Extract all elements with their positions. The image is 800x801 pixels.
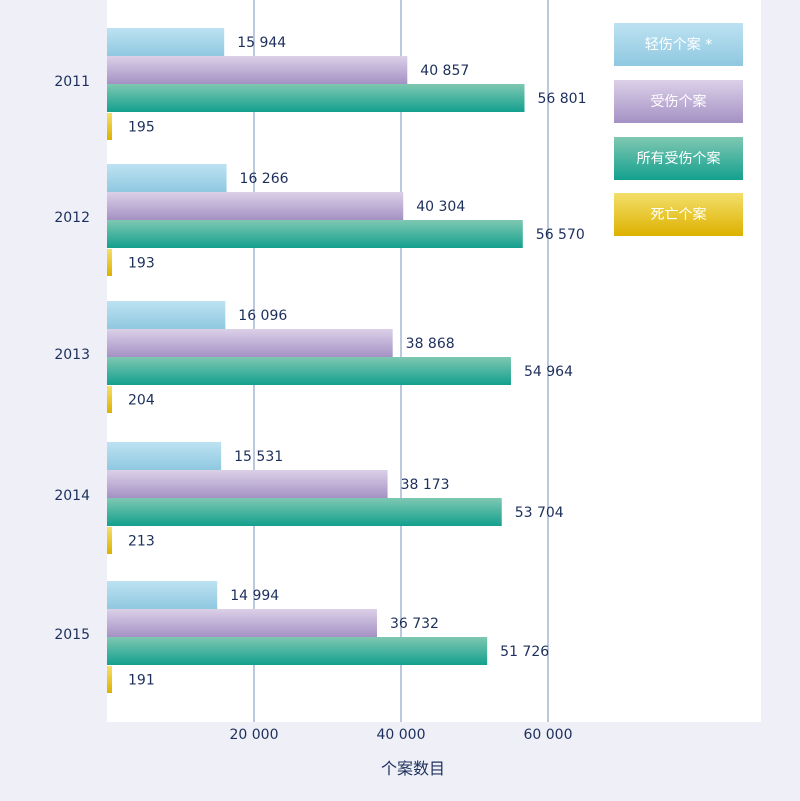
category-labels: 2011 2012 2013 2014 2015 <box>54 74 90 643</box>
all-injured-bar <box>107 84 525 112</box>
data-label: 204 <box>128 393 155 409</box>
x-axis-title: 个案数目 <box>381 759 445 778</box>
category-label: 2012 <box>54 210 90 226</box>
value-labels: 15 944 40 857 56 801 195 16 266 40 304 56 570 1… <box>128 35 586 689</box>
category-label: 2014 <box>54 488 90 504</box>
legend-label: 所有受伤个案 <box>637 150 721 167</box>
category-label: 2013 <box>54 347 90 363</box>
x-tick-labels: 20 000 40 000 60 000 <box>230 727 573 743</box>
data-label: 36 732 <box>390 616 439 632</box>
data-label: 38 173 <box>401 477 450 493</box>
x-tick-label: 40 000 <box>377 727 426 743</box>
legend-label: 死亡个案 <box>651 206 707 223</box>
death-bar <box>107 113 112 140</box>
data-label: 191 <box>128 673 155 689</box>
data-label: 213 <box>128 534 155 550</box>
injured-bar <box>107 329 393 357</box>
legend-item-death <box>614 193 743 236</box>
injured-bar <box>107 470 388 498</box>
death-bar <box>107 249 112 276</box>
data-label: 193 <box>128 256 155 272</box>
injured-bar <box>107 192 404 220</box>
death-bar <box>107 386 112 413</box>
bars <box>107 28 525 693</box>
x-tick-label: 60 000 <box>524 727 573 743</box>
data-label: 15 944 <box>237 35 286 51</box>
data-label: 195 <box>128 120 155 136</box>
death-bar <box>107 527 112 554</box>
data-label: 38 868 <box>406 336 455 352</box>
data-label: 51 726 <box>500 644 549 660</box>
slight-bar <box>107 164 227 192</box>
slight-bar <box>107 301 226 329</box>
category-label: 2015 <box>54 627 90 643</box>
slight-bar <box>107 581 218 609</box>
data-label: 54 964 <box>524 364 573 380</box>
category-label: 2011 <box>54 74 90 90</box>
legend-label: 轻伤个案 * <box>645 36 712 53</box>
data-label: 16 096 <box>238 308 287 324</box>
data-label: 56 570 <box>536 227 585 243</box>
slight-bar <box>107 28 225 56</box>
all-injured-bar <box>107 498 502 526</box>
injured-bar <box>107 56 408 84</box>
slight-bar <box>107 442 222 470</box>
data-label: 14 994 <box>230 588 279 604</box>
data-label: 56 801 <box>537 91 586 107</box>
all-injured-bar <box>107 220 523 248</box>
all-injured-bar <box>107 637 488 665</box>
legend-item-injured <box>614 80 743 123</box>
x-tick-label: 20 000 <box>230 727 279 743</box>
data-label: 53 704 <box>515 505 564 521</box>
death-bar <box>107 666 112 693</box>
legend-item-slight <box>614 23 743 66</box>
data-label: 16 266 <box>240 171 289 187</box>
injured-bar <box>107 609 377 637</box>
data-label: 15 531 <box>234 449 283 465</box>
legend-item-all-injured <box>614 137 743 180</box>
data-label: 40 304 <box>416 199 465 215</box>
legend-label: 受伤个案 <box>651 93 707 110</box>
all-injured-bar <box>107 357 511 385</box>
data-label: 40 857 <box>420 63 469 79</box>
